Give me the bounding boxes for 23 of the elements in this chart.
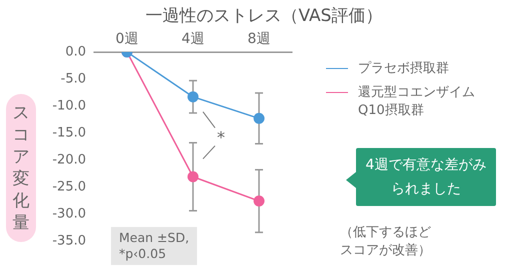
text: 4週で有意な差がみられました [366, 157, 486, 197]
y-tick-label: 0.0 [65, 44, 86, 60]
legend-label: 還元型コエンザイムQ10摂取群 [358, 84, 476, 120]
text: （低下するほどスコアが改善） [340, 224, 432, 260]
y-tick-label: -30.0 [52, 206, 86, 222]
annotation: Mean ±SD, *p‹0.05 [111, 227, 198, 265]
y-axis-title: スコア変化量 [12, 102, 30, 234]
annotation: * [217, 128, 225, 147]
y-tick-label: -35.0 [52, 233, 86, 248]
point [254, 112, 264, 124]
legend-label: プラセボ摂取群 [358, 60, 450, 78]
point [254, 196, 264, 207]
point [188, 91, 198, 102]
point [188, 171, 198, 182]
chart-title: 一過性のストレス（VAS評価） [144, 5, 384, 27]
y-tick-label: -5.0 [60, 71, 86, 86]
x-tick-label: 0週 [116, 31, 138, 48]
y-tick-label: -15.0 [52, 125, 86, 140]
x-tick-label: 4週 [182, 31, 204, 48]
y-tick-label: -25.0 [52, 179, 86, 194]
y-tick-label: -10.0 [52, 98, 86, 114]
y-tick-label: -20.0 [52, 152, 86, 168]
x-tick-label: 8週 [248, 31, 270, 48]
